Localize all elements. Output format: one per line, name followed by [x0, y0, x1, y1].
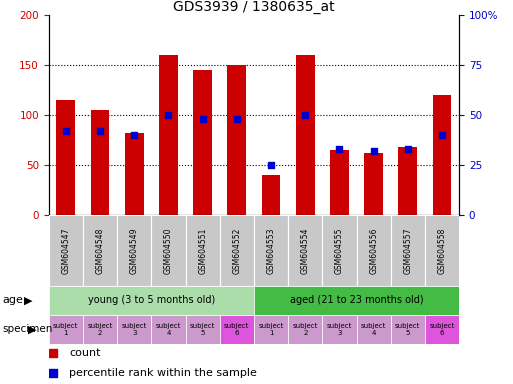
Bar [220, 215, 254, 286]
Text: ▶: ▶ [24, 295, 32, 306]
Text: percentile rank within the sample: percentile rank within the sample [69, 368, 257, 378]
Text: subject
4: subject 4 [361, 323, 386, 336]
Bar [49, 215, 83, 286]
Text: subject
3: subject 3 [122, 323, 147, 336]
Text: ▶: ▶ [28, 324, 36, 334]
Text: subject
5: subject 5 [395, 323, 421, 336]
Bar [357, 315, 391, 344]
Text: GSM604548: GSM604548 [95, 227, 105, 274]
Text: subject
4: subject 4 [156, 323, 181, 336]
Text: GSM604555: GSM604555 [335, 227, 344, 274]
Point [404, 146, 412, 152]
Bar [49, 286, 254, 315]
Text: subject
1: subject 1 [53, 323, 78, 336]
Title: GDS3939 / 1380635_at: GDS3939 / 1380635_at [173, 0, 335, 14]
Bar [159, 55, 178, 215]
Text: subject
5: subject 5 [190, 323, 215, 336]
Bar [125, 133, 144, 215]
Bar [322, 315, 357, 344]
Text: subject
2: subject 2 [87, 323, 113, 336]
Point [96, 128, 104, 134]
Bar [220, 315, 254, 344]
Text: subject
1: subject 1 [259, 323, 284, 336]
Text: GSM604552: GSM604552 [232, 227, 241, 274]
Point [164, 112, 172, 118]
Bar [193, 70, 212, 215]
Text: aged (21 to 23 months old): aged (21 to 23 months old) [290, 295, 423, 306]
Text: count: count [69, 348, 101, 358]
Bar [296, 55, 314, 215]
Text: GSM604549: GSM604549 [130, 227, 139, 274]
Bar [186, 215, 220, 286]
Text: GSM604554: GSM604554 [301, 227, 310, 274]
Bar [330, 150, 349, 215]
Point [233, 116, 241, 122]
Point [199, 116, 207, 122]
Text: subject
2: subject 2 [292, 323, 318, 336]
Bar [364, 153, 383, 215]
Bar [254, 215, 288, 286]
Point [62, 128, 70, 134]
Bar [49, 315, 83, 344]
Bar [83, 315, 117, 344]
Bar [432, 95, 451, 215]
Bar [83, 215, 117, 286]
Point [438, 132, 446, 138]
Bar [322, 215, 357, 286]
Bar [254, 286, 459, 315]
Text: GSM604556: GSM604556 [369, 227, 378, 274]
Bar [399, 147, 417, 215]
Bar [288, 315, 322, 344]
Text: age: age [3, 295, 24, 306]
Bar [227, 65, 246, 215]
Bar [186, 315, 220, 344]
Point [369, 148, 378, 154]
Point [49, 370, 57, 376]
Point [336, 146, 344, 152]
Bar [391, 315, 425, 344]
Text: subject
6: subject 6 [429, 323, 455, 336]
Bar [425, 215, 459, 286]
Text: subject
3: subject 3 [327, 323, 352, 336]
Point [49, 350, 57, 356]
Bar [56, 100, 75, 215]
Bar [151, 215, 186, 286]
Bar [117, 215, 151, 286]
Point [130, 132, 139, 138]
Point [301, 112, 309, 118]
Text: specimen: specimen [3, 324, 53, 334]
Text: young (3 to 5 months old): young (3 to 5 months old) [88, 295, 215, 306]
Text: subject
6: subject 6 [224, 323, 249, 336]
Text: GSM604557: GSM604557 [403, 227, 412, 274]
Bar [288, 215, 322, 286]
Text: GSM604551: GSM604551 [198, 227, 207, 274]
Point [267, 162, 275, 168]
Bar [391, 215, 425, 286]
Bar [91, 110, 109, 215]
Bar [262, 175, 281, 215]
Bar [254, 315, 288, 344]
Text: GSM604547: GSM604547 [62, 227, 70, 274]
Bar [151, 315, 186, 344]
Text: GSM604553: GSM604553 [267, 227, 275, 274]
Text: GSM604550: GSM604550 [164, 227, 173, 274]
Text: GSM604558: GSM604558 [438, 227, 446, 274]
Bar [117, 315, 151, 344]
Bar [357, 215, 391, 286]
Bar [425, 315, 459, 344]
